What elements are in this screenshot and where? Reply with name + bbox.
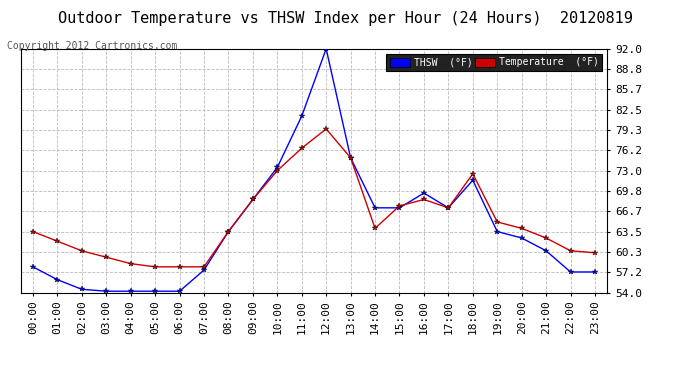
- Text: Outdoor Temperature vs THSW Index per Hour (24 Hours)  20120819: Outdoor Temperature vs THSW Index per Ho…: [57, 11, 633, 26]
- Text: Copyright 2012 Cartronics.com: Copyright 2012 Cartronics.com: [7, 41, 177, 51]
- Legend: THSW  (°F), Temperature  (°F): THSW (°F), Temperature (°F): [386, 54, 602, 71]
